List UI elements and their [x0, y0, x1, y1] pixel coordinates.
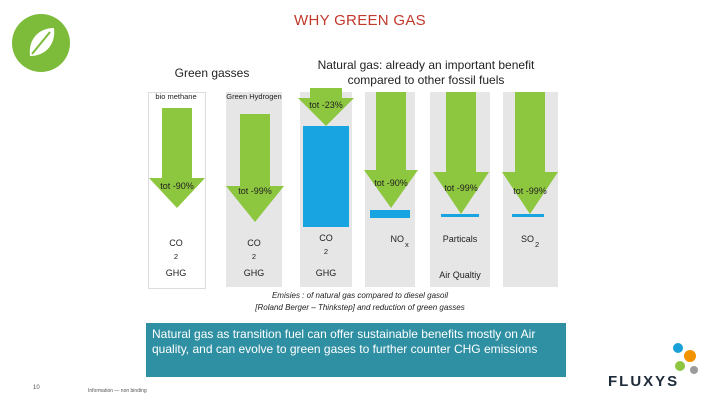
brand-logo: FLUXYS: [608, 373, 680, 390]
fluxys-dots-icon: [673, 343, 698, 374]
natgas-co2-bar: [303, 126, 349, 227]
natural-gas-header: Natural gas: already an important benefi…: [317, 58, 535, 87]
nox-label: NO: [390, 234, 405, 244]
co2-label-2: CO: [247, 238, 261, 248]
confidentiality-note: Information — non binding: [88, 388, 147, 394]
co2-sub-3: 2: [323, 247, 329, 256]
air-quality-label: Air Qualtiy: [439, 270, 481, 280]
co2-sub-2: 2: [251, 252, 257, 261]
co2-label-1: CO: [169, 238, 183, 248]
green-gasses-header: Green gasses: [174, 66, 250, 80]
callout-box: Natural gas as transition fuel can offer…: [146, 323, 566, 377]
so2-sub: 2: [535, 240, 540, 249]
emissions-note-line2: [Roland Berger – Thinkstep] and reductio…: [255, 303, 465, 312]
nox-sub: x: [405, 240, 409, 249]
arrow-natgas-co2-text: tot -23%: [309, 100, 343, 110]
ghg-label-2: GHG: [243, 268, 265, 278]
arrow-natgas-4-text: tot -99%: [513, 186, 547, 196]
green-hydrogen-label: Green Hydrogen: [226, 92, 282, 101]
slide-title: WHY GREEN GAS: [294, 12, 426, 29]
arrow-natgas-3-text: tot -99%: [444, 183, 478, 193]
biomethane-label: bio methane: [155, 92, 197, 101]
arrow-natgas-3-icon: [433, 92, 489, 214]
arrow-natgas-co2-icon: [298, 88, 354, 126]
arrow-biomethane-text: tot -90%: [160, 181, 194, 191]
co2-sub-1: 2: [173, 252, 179, 261]
emissions-note: Emisies : of natural gas compared to die…: [170, 290, 550, 314]
natgas-4-bar: [512, 214, 544, 217]
arrow-natgas-4-icon: [502, 92, 558, 214]
arrow-hydrogen-text: tot -99%: [238, 186, 272, 196]
so2-label: SO: [520, 234, 534, 244]
particals-label: Particals: [442, 234, 478, 244]
arrow-hydrogen-icon: [226, 114, 284, 222]
ghg-label-3: GHG: [315, 268, 337, 278]
natgas-2-bar: [370, 210, 410, 218]
co2-label-3: CO: [319, 233, 333, 243]
natgas-3-bar: [441, 214, 479, 217]
ghg-label-1: GHG: [165, 268, 187, 278]
emissions-note-line1: Emisies : of natural gas compared to die…: [271, 291, 449, 300]
leaf-logo-icon: [12, 14, 70, 72]
arrow-natgas-2-icon: [364, 92, 418, 208]
page-number: 10: [33, 385, 40, 391]
arrow-natgas-2-text: tot -90%: [374, 178, 408, 188]
arrow-biomethane-icon: [149, 108, 205, 208]
